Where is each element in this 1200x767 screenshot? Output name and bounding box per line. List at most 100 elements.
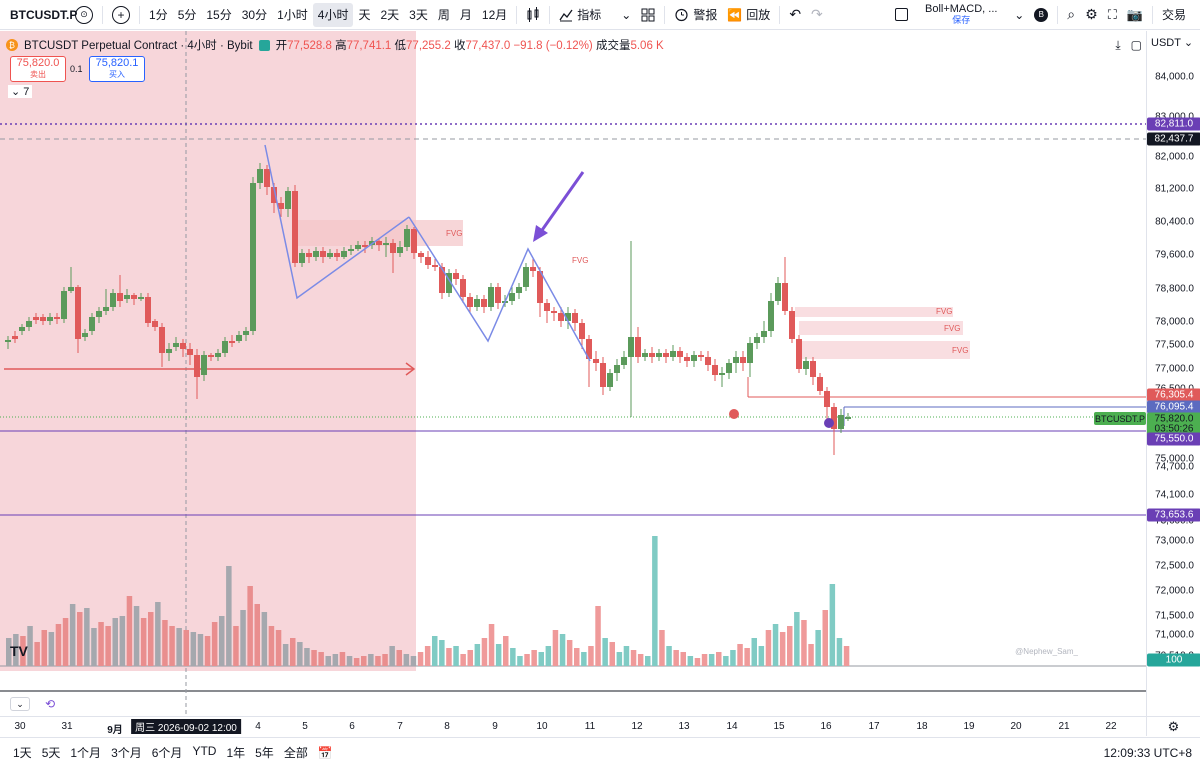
indicators-button[interactable]: 指标 xyxy=(554,3,606,27)
candle-body xyxy=(670,351,676,357)
indicator-collapse-button[interactable]: ⌄ 7 xyxy=(8,85,33,98)
range-button[interactable]: 1个月 xyxy=(70,746,102,760)
candle-body xyxy=(614,365,620,373)
interval-button[interactable]: 1小时 xyxy=(277,8,308,22)
interval-button[interactable]: 12月 xyxy=(481,8,508,22)
volume-bar xyxy=(503,636,509,666)
add-symbol-button[interactable]: + xyxy=(107,3,135,27)
visibility-icon[interactable] xyxy=(258,39,270,51)
fvg-label: FVG xyxy=(572,256,589,265)
undo-button[interactable]: ↶ xyxy=(784,3,806,27)
volume-bar xyxy=(389,646,395,666)
range-button[interactable]: 6个月 xyxy=(151,746,183,760)
volume-bar xyxy=(474,644,481,666)
quick-search-button[interactable]: ⌕ xyxy=(1062,3,1080,27)
maximize-icon[interactable]: ▢ xyxy=(1130,38,1142,52)
volume-bar xyxy=(609,642,615,666)
candle-body xyxy=(250,183,256,331)
range-button[interactable]: 5天 xyxy=(41,746,61,760)
candle-body xyxy=(117,293,123,301)
axis-settings-button[interactable]: ⚙ xyxy=(1146,716,1200,736)
price-axis[interactable]: USDT ⌄ 84,000.0 83,000.0 82,000.0 81,200.0 8… xyxy=(1146,31,1200,716)
volume-bar xyxy=(240,610,246,666)
volume-label: 成交量 xyxy=(595,40,631,52)
interval-button[interactable]: 30分 xyxy=(241,8,268,22)
chart-type-button[interactable] xyxy=(521,3,545,27)
interval-button[interactable]: 天 xyxy=(358,8,371,22)
broker-badge[interactable]: B xyxy=(1029,3,1053,27)
interval-button[interactable]: 2天 xyxy=(380,8,400,22)
alert-button[interactable]: 警报 xyxy=(669,3,722,27)
candle-body xyxy=(691,355,697,361)
trade-button[interactable]: 交易 xyxy=(1161,8,1186,22)
candle-body xyxy=(348,249,354,251)
redo-button[interactable]: ↷ xyxy=(806,3,828,27)
range-button[interactable]: 1年 xyxy=(226,746,246,760)
volume-bar xyxy=(403,654,410,666)
clock[interactable]: 12:09:33 UTC+8 xyxy=(1103,746,1192,760)
time-tick-label: 5 xyxy=(302,721,308,732)
replay-button[interactable]: ⏪ 回放 xyxy=(722,3,775,27)
open-value: 77,528.8 xyxy=(287,40,332,52)
range-button[interactable]: 3个月 xyxy=(111,746,142,760)
chevron-down-icon: ⌄ xyxy=(16,698,24,709)
range-button[interactable]: 1天 xyxy=(13,746,32,760)
candle-body xyxy=(432,265,438,267)
layouts-button[interactable] xyxy=(636,3,660,27)
price-tick-label: 74,100.0 xyxy=(1155,489,1194,501)
square-icon xyxy=(895,8,909,21)
compare-button[interactable]: ⊙ xyxy=(70,3,98,27)
undo-icon: ↶ xyxy=(789,6,802,22)
interval-button[interactable]: 5分 xyxy=(177,8,197,22)
candle-body xyxy=(663,353,669,357)
pane-collapse-button[interactable]: ⌄ xyxy=(10,697,30,711)
buy-button[interactable]: 75,820.1 买入 xyxy=(89,56,145,82)
volume-bar xyxy=(531,650,537,666)
template-button[interactable]: Boll+MACD, ... 保存 xyxy=(913,3,1009,27)
divider xyxy=(549,5,551,24)
candle-body xyxy=(656,353,662,357)
fvg-box xyxy=(795,307,953,317)
interval-button[interactable]: 3天 xyxy=(409,8,428,22)
checkbox-button[interactable] xyxy=(890,3,913,27)
price-tick-label: 75,000.0 xyxy=(1155,453,1194,465)
volume-bar xyxy=(488,624,495,666)
time-tick-label: 22 xyxy=(1105,721,1117,732)
range-button[interactable]: YTD xyxy=(192,744,217,758)
chart-pane[interactable]: ₿ BTCUSDT Perpetual Contract · 4小时 · Byb… xyxy=(0,31,1146,716)
volume-bar xyxy=(765,630,772,666)
time-tick-label: 4 xyxy=(255,721,261,732)
price-tick-label: 83,000.0 xyxy=(1155,112,1194,123)
date-range-button[interactable]: 📅 xyxy=(313,746,338,760)
candle-body xyxy=(159,327,165,353)
time-axis[interactable]: 30 31 9月 4 5 6 7 8 9 10 11 12 13 14 15 16 17 18 19 20 21 22 周… xyxy=(0,716,1146,736)
volume-bar xyxy=(708,654,715,666)
interval-button[interactable]: 周 xyxy=(437,8,450,22)
fullscreen-button[interactable]: ⛶ xyxy=(1103,3,1122,27)
volume-bar xyxy=(787,626,793,666)
candle-body xyxy=(222,341,228,353)
add-icon: + xyxy=(112,5,130,24)
order-quantity[interactable]: 0.1 xyxy=(70,64,83,74)
volume-bar xyxy=(716,652,722,666)
interval-button[interactable]: 15分 xyxy=(206,8,232,22)
snapshot-button[interactable]: 📷 xyxy=(1122,3,1148,27)
refresh-button[interactable]: ⟲ xyxy=(40,697,60,711)
sell-button[interactable]: 75,820.0 卖出 xyxy=(10,56,66,82)
range-button[interactable]: 全部 xyxy=(283,746,308,760)
currency-selector[interactable]: USDT ⌄ xyxy=(1151,36,1193,49)
interval-button[interactable]: 月 xyxy=(459,8,472,22)
candle-body xyxy=(719,373,725,375)
template-dropdown[interactable]: ⌄ xyxy=(1009,3,1029,27)
indicators-dropdown[interactable]: ⌄ xyxy=(616,3,636,27)
interval-button[interactable]: 1分 xyxy=(149,8,168,22)
symbol-search-button[interactable]: BTCUSDT.P xyxy=(10,7,78,22)
candle-body xyxy=(446,273,452,293)
settings-button[interactable]: ⚙ xyxy=(1080,3,1103,27)
volume-bar xyxy=(233,626,239,666)
chart-canvas[interactable] xyxy=(0,31,1146,716)
range-button[interactable]: 5年 xyxy=(255,746,274,760)
download-icon[interactable]: ⤓ xyxy=(1115,38,1121,52)
interval-button[interactable]: 4小时 xyxy=(312,2,354,27)
volume-bar xyxy=(98,622,104,666)
